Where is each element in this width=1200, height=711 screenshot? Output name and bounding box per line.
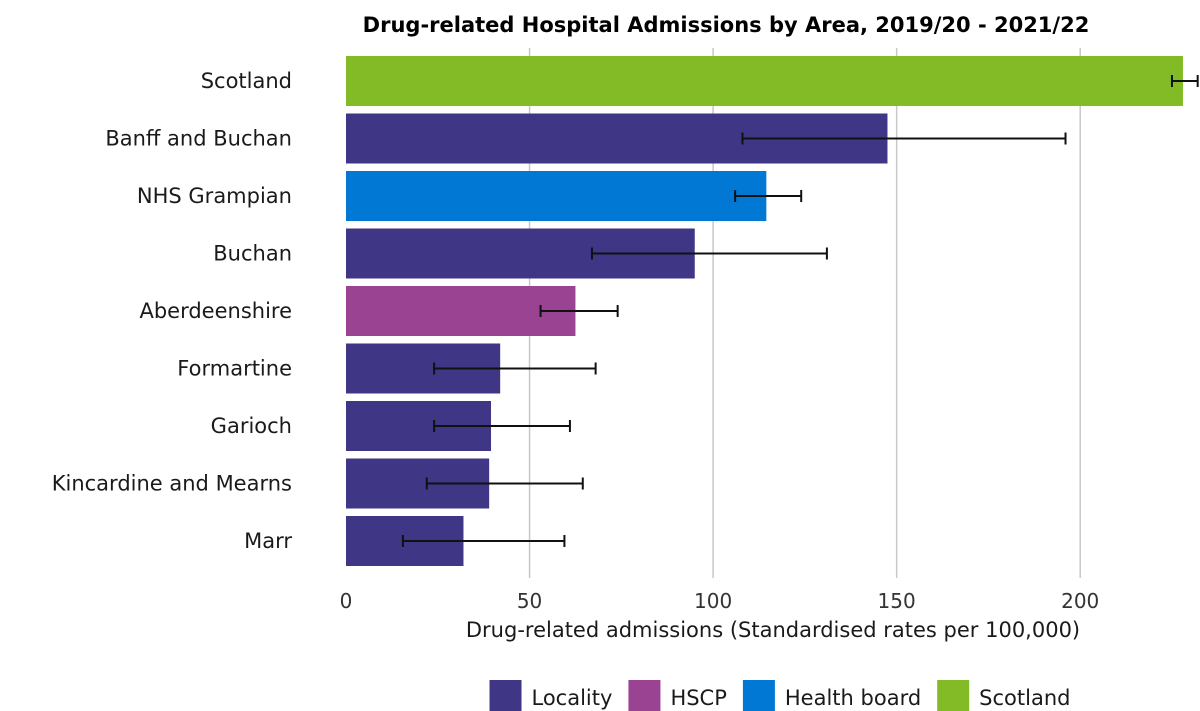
- category-label: Scotland: [201, 69, 292, 93]
- legend-label: Scotland: [979, 686, 1070, 710]
- x-axis-title: Drug-related admissions (Standardised ra…: [466, 618, 1080, 642]
- legend-label: HSCP: [670, 686, 726, 710]
- bar: [346, 56, 1183, 106]
- bars: [346, 56, 1183, 566]
- x-tick-label: 100: [694, 589, 732, 613]
- category-label: Aberdeenshire: [139, 299, 292, 323]
- legend-swatch: [937, 680, 970, 711]
- category-label: NHS Grampian: [137, 184, 292, 208]
- error-bar: [1170, 75, 1199, 87]
- category-label: Kincardine and Mearns: [52, 472, 292, 496]
- category-labels: Scotland Banff and Buchan NHS Grampian Buch…: [52, 69, 293, 553]
- x-tick-label: 0: [340, 589, 353, 613]
- chart-title: Drug-related Hospital Admissions by Area…: [363, 13, 1090, 37]
- error-bars: [401, 75, 1199, 547]
- bar: [346, 286, 576, 336]
- category-label: Marr: [244, 529, 292, 553]
- category-label: Garioch: [211, 414, 292, 438]
- legend-swatch: [742, 680, 775, 711]
- x-tick-label: 150: [878, 589, 916, 613]
- category-label: Formartine: [177, 357, 292, 381]
- error-bar: [741, 132, 1067, 145]
- legend-swatch: [628, 680, 661, 711]
- category-label: Buchan: [213, 242, 292, 266]
- legend-label: Health board: [785, 686, 921, 710]
- x-tick-label: 50: [517, 589, 542, 613]
- bar: [346, 171, 767, 221]
- error-bar: [590, 247, 828, 260]
- x-tick-label: 200: [1061, 589, 1099, 613]
- error-bar: [401, 535, 566, 547]
- error-bar: [433, 362, 597, 375]
- error-bar: [539, 305, 619, 317]
- legend-label: Locality: [532, 686, 613, 710]
- error-bar: [433, 420, 571, 432]
- x-tick-labels: 0 50 100 150 200: [340, 589, 1100, 613]
- error-bar: [734, 190, 803, 202]
- error-bar: [425, 477, 584, 490]
- category-label: Banff and Buchan: [105, 127, 292, 151]
- legend: Locality HSCP Health board Scotland: [489, 680, 1070, 711]
- legend-swatch: [489, 680, 522, 711]
